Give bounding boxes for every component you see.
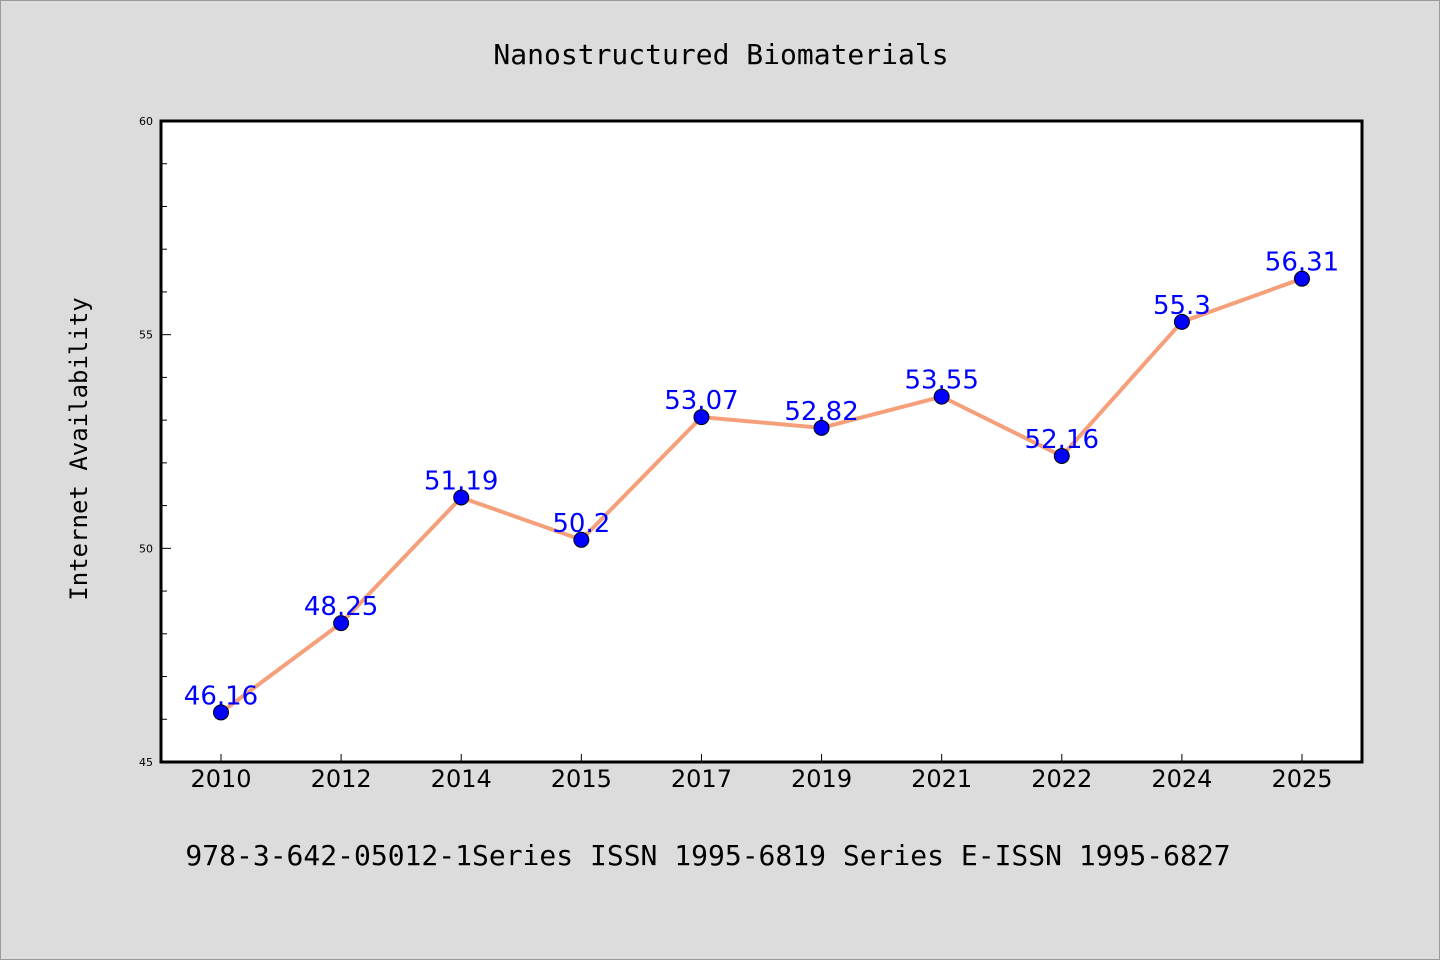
data-point (573, 531, 590, 548)
data-label: 56.31 (1265, 248, 1339, 278)
x-tick-label: 2022 (1031, 765, 1092, 793)
y-tick-label: 45 (139, 756, 153, 769)
y-tick-label: 55 (139, 329, 153, 342)
y-tick-label: 50 (139, 542, 153, 555)
data-label: 53.55 (904, 366, 978, 396)
x-tick-label: 2017 (671, 765, 732, 793)
data-label: 51.19 (424, 466, 498, 496)
y-tick-label: 60 (139, 115, 153, 128)
x-tick-label: 2012 (311, 765, 372, 793)
y-axis-label: Internet Availability (65, 297, 93, 600)
data-point (333, 615, 350, 632)
x-tick-label: 2025 (1271, 765, 1332, 793)
data-label: 50.2 (552, 509, 610, 539)
data-point (213, 704, 229, 721)
data-label: 48.25 (304, 592, 378, 622)
data-label: 52.82 (784, 397, 858, 427)
data-point (813, 419, 830, 436)
data-label: 46.16 (184, 681, 258, 711)
x-tick-label: 2015 (551, 765, 612, 793)
x-tick-label: 2014 (431, 765, 492, 793)
data-label: 53.07 (664, 386, 738, 416)
x-tick-label: 2019 (791, 765, 852, 793)
data-label: 52.16 (1025, 425, 1099, 455)
data-point (1294, 270, 1310, 287)
data-point (1053, 448, 1070, 465)
data-point (693, 409, 710, 426)
data-point (453, 489, 470, 506)
data-point (933, 388, 950, 405)
x-tick-label: 2010 (190, 765, 251, 793)
chart-subtitle: 978-3-642-05012-1Series ISSN 1995-6819 S… (185, 839, 1230, 872)
x-tick-label: 2021 (911, 765, 972, 793)
y-axis: 45 50 55 60 (139, 115, 171, 769)
data-label: 55.3 (1153, 291, 1211, 321)
x-tick-label: 2024 (1151, 765, 1212, 793)
series-group: 46.16 48.25 51.19 50.2 53.07 52.82 53.55 52.16 5… (184, 248, 1339, 721)
x-axis: 2010 2012 2014 2015 2017 2019 2021 2022 2024 2025 (190, 754, 1333, 793)
chart-title: Nanostructured Biomaterials (493, 38, 948, 71)
data-point (1173, 313, 1190, 330)
plot-area (159, 119, 1364, 764)
series-line (219, 276, 1304, 715)
